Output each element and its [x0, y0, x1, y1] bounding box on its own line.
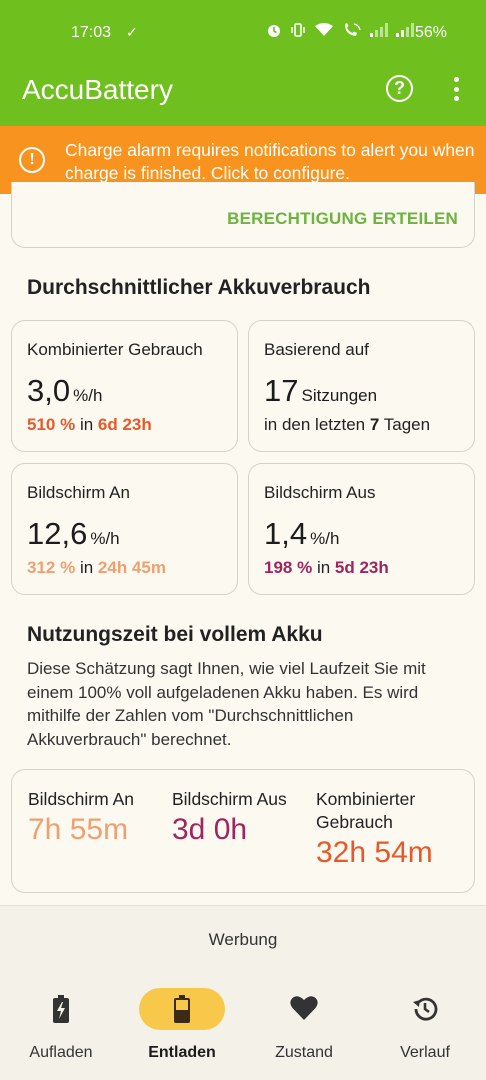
info-icon: !	[19, 147, 45, 173]
wifi-call-icon	[345, 23, 361, 36]
card-label: Kombinierter Gebrauch	[27, 340, 203, 359]
more-options-icon[interactable]	[446, 74, 466, 104]
pre-label: in den letzten	[264, 415, 366, 434]
days-value: 7	[369, 415, 380, 434]
nav-label: Aufladen	[29, 1044, 93, 1061]
permission-card: BERECHTIGUNG ERTEILEN	[11, 182, 475, 248]
duration-value: 5d 23h	[334, 558, 389, 577]
combined-usage-card: Kombinierter Gebrauch 3,0 %/h 510 % in 6d…	[11, 320, 238, 452]
duration-value: 24h 45m	[97, 558, 166, 577]
usage-heading: Durchschnittlicher Akkuverbrauch	[27, 276, 371, 299]
nav-label: Entladen	[148, 1044, 216, 1061]
card-sub: 198 % in 5d 23h	[264, 558, 389, 578]
card-sub: 312 % in 24h 45m	[27, 558, 166, 578]
wifi-icon	[315, 23, 333, 36]
duration-value: 6d 23h	[97, 415, 152, 434]
signal-icon	[396, 23, 414, 37]
card-sub: in den letzten 7 Tagen	[264, 415, 430, 435]
fullcharge-description: Diese Schätzung sagt Ihnen, wie viel Lau…	[27, 659, 426, 749]
value-unit: %/h	[73, 386, 103, 405]
bottom-nav: Aufladen Entladen Zustand Verlauf	[0, 973, 486, 1080]
card-label: Bildschirm Aus	[264, 483, 376, 502]
fullcharge-screen-on: Bildschirm An 7h 55m	[28, 788, 168, 847]
nav-item-entladen[interactable]: Entladen	[121, 973, 243, 1080]
percent-value: 312 %	[27, 558, 76, 577]
help-icon[interactable]: ?	[386, 75, 413, 102]
ad-label: Werbung	[208, 930, 278, 949]
col-value: 7h 55m	[28, 813, 129, 846]
signal-icon	[370, 23, 388, 37]
percent-value: 510 %	[27, 415, 76, 434]
card-value: 12,6 %/h	[27, 516, 120, 552]
card-value: 1,4 %/h	[264, 516, 339, 552]
value-number: 12,6	[27, 516, 88, 551]
in-label: in	[316, 558, 331, 577]
screen-on-card: Bildschirm An 12,6 %/h 312 % in 24h 45m	[11, 463, 238, 595]
history-icon	[413, 997, 438, 1021]
sessions-card: Basierend auf 17 Sitzungen in den letzten…	[248, 320, 475, 452]
fullcharge-card: Bildschirm An 7h 55m Bildschirm Aus 3d 0…	[11, 769, 475, 893]
status-time: 17:03	[71, 24, 112, 41]
in-label: in	[79, 415, 94, 434]
value-unit: Sitzungen	[301, 386, 378, 405]
in-label: in	[79, 558, 94, 577]
app-title: AccuBattery	[22, 74, 173, 105]
banner-text: Charge alarm requires notifications to a…	[65, 140, 475, 183]
heart-icon	[290, 996, 318, 1020]
fullcharge-heading: Nutzungszeit bei vollem Akku	[27, 623, 323, 646]
card-label: Bildschirm An	[27, 483, 130, 502]
fullcharge-screen-off: Bildschirm Aus 3d 0h	[172, 788, 312, 847]
card-sub: 510 % in 6d 23h	[27, 415, 152, 435]
post-label: Tagen	[383, 415, 431, 434]
value-unit: %/h	[310, 529, 340, 548]
battery-charging-icon	[53, 995, 69, 1023]
percent-value: 198 %	[264, 558, 313, 577]
fullcharge-combined: Kombinierter Gebrauch 32h 54m	[316, 788, 466, 870]
col-label: Bildschirm An	[28, 789, 135, 809]
value-number: 1,4	[264, 516, 308, 551]
nav-label: Verlauf	[400, 1044, 450, 1061]
value-number: 17	[264, 373, 299, 408]
battery-percent: 56%	[415, 24, 448, 41]
value-unit: %/h	[90, 529, 120, 548]
status-icons	[266, 22, 414, 38]
col-label: Kombinierter Gebrauch	[316, 789, 416, 832]
col-value: 32h 54m	[316, 836, 433, 869]
col-value: 3d 0h	[172, 813, 248, 846]
download-check-icon: ✓	[126, 24, 138, 40]
nav-item-zustand[interactable]: Zustand	[243, 973, 365, 1080]
screen-off-card: Bildschirm Aus 1,4 %/h 198 % in 5d 23h	[248, 463, 475, 595]
alarm-icon	[268, 25, 280, 37]
value-number: 3,0	[27, 373, 71, 408]
card-label: Basierend auf	[264, 340, 369, 359]
card-value: 17 Sitzungen	[264, 373, 377, 409]
nav-label: Zustand	[275, 1044, 333, 1061]
vibrate-icon	[291, 23, 305, 37]
card-value: 3,0 %/h	[27, 373, 102, 409]
grant-permission-button[interactable]: BERECHTIGUNG ERTEILEN	[227, 209, 458, 228]
nav-item-verlauf[interactable]: Verlauf	[364, 973, 486, 1080]
status-bar: 17:03 ✓ 56%	[0, 0, 486, 62]
col-label: Bildschirm Aus	[172, 789, 287, 809]
nav-item-aufladen[interactable]: Aufladen	[0, 973, 122, 1080]
app-bar: AccuBattery ?	[0, 62, 486, 126]
battery-discharging-icon	[174, 995, 190, 1023]
ad-banner[interactable]: Werbung	[0, 905, 486, 973]
